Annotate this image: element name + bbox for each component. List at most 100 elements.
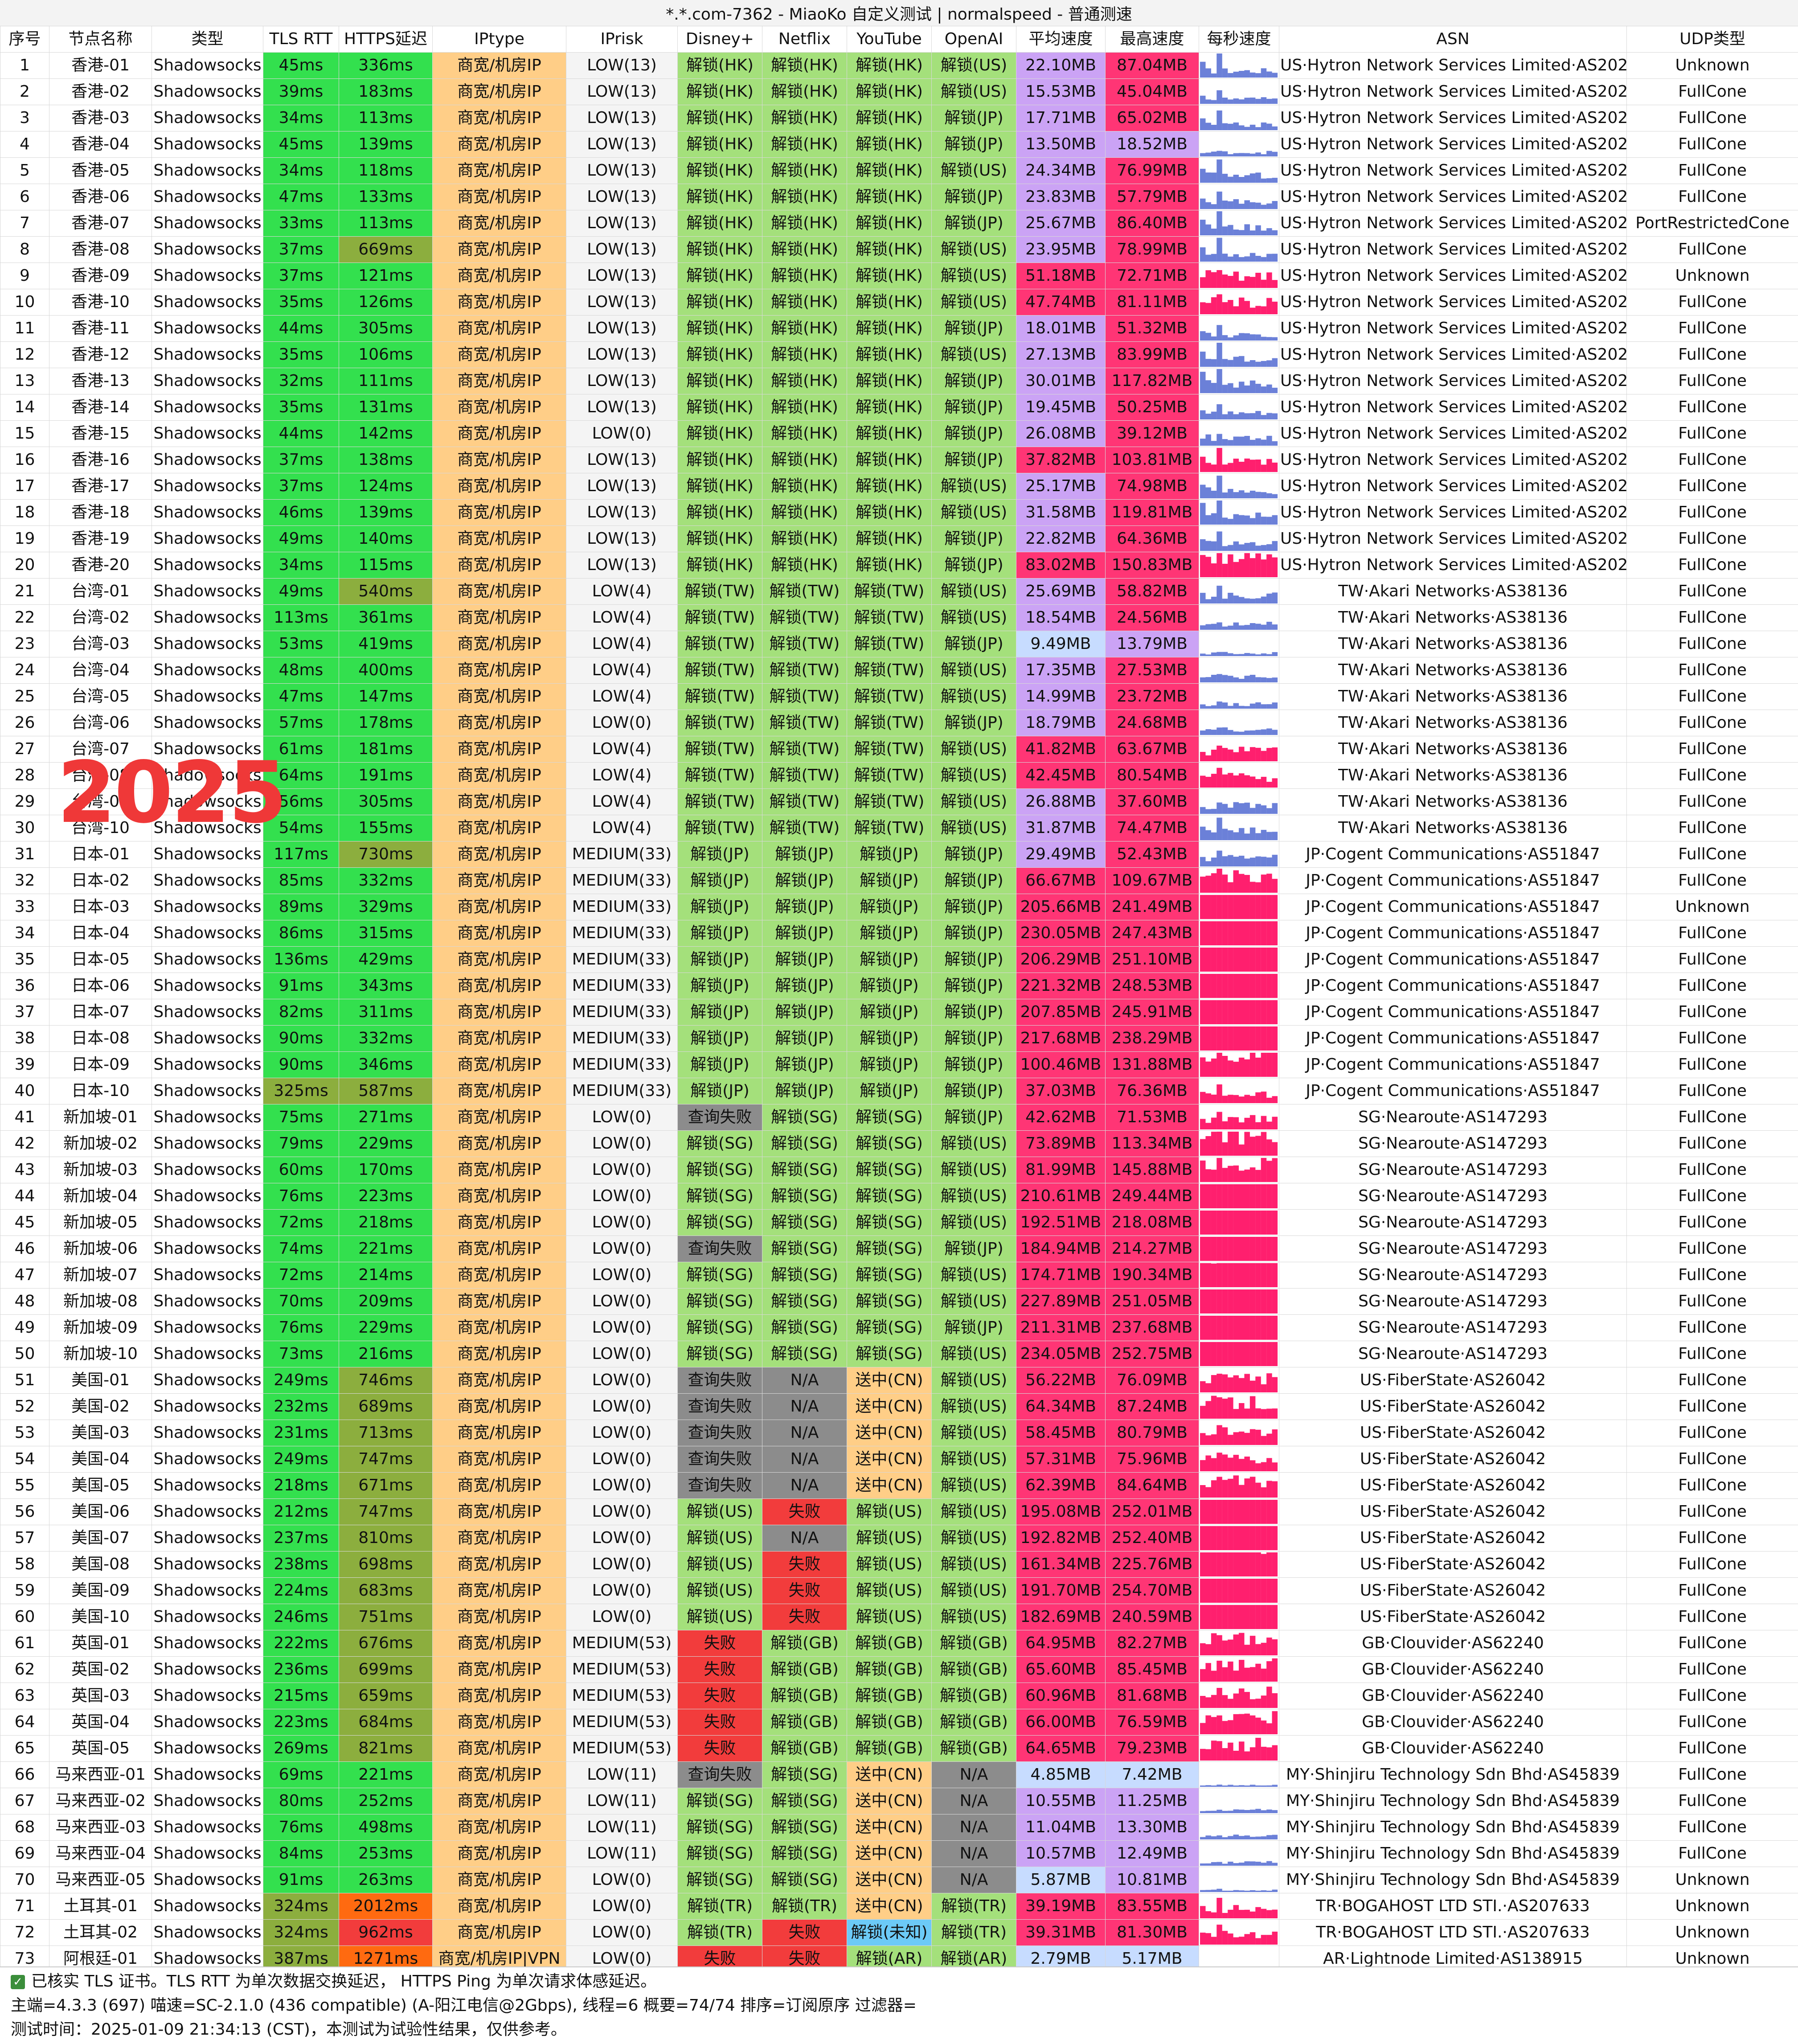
sparkline-bar [1255, 1552, 1261, 1576]
iptype-cell: 商宽/机房IP [433, 79, 566, 105]
col-disney-header[interactable]: Disney+ [678, 26, 762, 53]
footer-tls-note: 已核实 TLS 证书。TLS RTT 为单次数据交换延迟， HTTPS Ping… [31, 1972, 656, 1991]
col-speed-per-second-header[interactable]: 每秒速度 [1199, 26, 1279, 53]
col-youtube-header[interactable]: YouTube [847, 26, 932, 53]
sparkline-bar [1272, 652, 1278, 656]
avg-speed-cell: 25.17MB [1016, 473, 1106, 500]
index-cell: 14 [0, 394, 49, 421]
tls-rtt-cell: 222ms [263, 1630, 339, 1657]
col-https-latency-header[interactable]: HTTPS延迟 [339, 26, 433, 53]
col-node-name-header[interactable]: 节点名称 [49, 26, 152, 53]
col-netflix-header[interactable]: Netflix [762, 26, 847, 53]
node-name-cell: 香港-19 [49, 526, 152, 552]
col-avg-speed-header[interactable]: 平均速度 [1016, 26, 1106, 53]
sparkline-bar [1261, 805, 1267, 814]
col-asn-header[interactable]: ASN [1279, 26, 1627, 53]
col-openai-header[interactable]: OpenAI [932, 26, 1016, 53]
col-iprisk-header[interactable]: IPrisk [566, 26, 678, 53]
col-max-speed-header[interactable]: 最高速度 [1106, 26, 1199, 53]
col-udp-type-header[interactable]: UDP类型 [1627, 26, 1798, 53]
node-name-cell: 新加坡-06 [49, 1236, 152, 1262]
col-iptype-header[interactable]: IPtype [433, 26, 566, 53]
col-tls-rtt-header[interactable]: TLS RTT [263, 26, 339, 53]
sparkline-bar [1233, 492, 1239, 498]
sparkline-bar [1250, 1747, 1256, 1761]
col-type-header[interactable]: 类型 [152, 26, 263, 53]
sparkline-bar [1255, 1644, 1261, 1655]
speed-sparkline [1200, 1395, 1278, 1419]
col-index-header[interactable]: 序号 [0, 26, 49, 53]
max-speed-cell: 83.55MB [1106, 1893, 1199, 1920]
node-name-cell: 美国-04 [49, 1446, 152, 1473]
